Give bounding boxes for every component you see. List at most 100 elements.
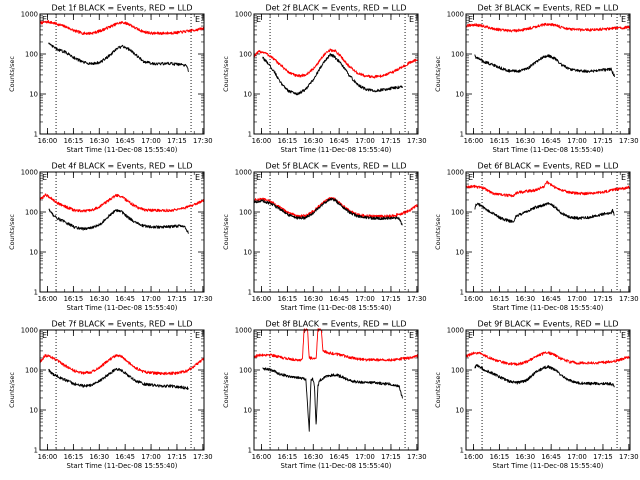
x-tick-label: 17:30 <box>619 295 639 303</box>
edge-marker-right: E <box>409 331 414 340</box>
x-tick-label: 17:15 <box>381 295 401 303</box>
events-series-line <box>474 364 615 388</box>
y-tick-label: 100 <box>239 208 252 216</box>
y-tick-label: 1000 <box>235 10 252 18</box>
plot-frame <box>39 171 205 293</box>
x-tick-label: 17:15 <box>381 137 401 145</box>
y-tick-label: 1000 <box>21 326 38 334</box>
detector-panel-7: Det 7f BLACK = Events, RED = LLD 1 10 100 10… <box>8 320 213 471</box>
y-tick-label: 1 <box>460 446 464 454</box>
plot-frame <box>465 329 631 451</box>
panel-title: Det 1f BLACK = Events, RED = LLD <box>51 4 192 13</box>
x-axis-label: Start Time (11-Dec-08 15:55:40) <box>67 462 178 470</box>
y-tick-label: 100 <box>451 208 464 216</box>
x-tick-label: 16:15 <box>278 453 298 461</box>
y-tick-label: 10 <box>455 248 464 256</box>
x-tick-label: 16:15 <box>278 137 298 145</box>
y-tick-label: 1 <box>248 446 252 454</box>
x-tick-label: 16:30 <box>303 295 323 303</box>
events-series-line <box>262 53 403 96</box>
y-tick-label: 10 <box>455 406 464 414</box>
x-tick-label: 17:15 <box>167 453 187 461</box>
y-tick-label: 1000 <box>447 168 464 176</box>
edge-marker-right: E <box>195 173 200 182</box>
x-tick-label: 16:00 <box>464 295 484 303</box>
x-axis-label: Start Time (11-Dec-08 15:55:40) <box>281 304 392 312</box>
events-series-line <box>48 208 189 234</box>
x-tick-label: 17:30 <box>193 137 213 145</box>
y-axis-label: Counts/sec <box>222 372 230 408</box>
x-tick-label: 16:30 <box>89 295 109 303</box>
lld-series-line <box>39 20 205 36</box>
x-tick-label: 16:15 <box>64 137 84 145</box>
x-tick-label: 17:30 <box>407 295 427 303</box>
edge-marker-right: E <box>621 15 626 24</box>
x-axis-label: Start Time (11-Dec-08 15:55:40) <box>281 462 392 470</box>
x-tick-label: 17:30 <box>193 295 213 303</box>
edge-marker-right: E <box>195 15 200 24</box>
y-axis-label: Counts/sec <box>8 214 16 250</box>
plot-frame <box>39 13 205 135</box>
edge-marker-right: E <box>409 173 414 182</box>
events-series-line <box>262 367 403 432</box>
x-tick-label: 17:00 <box>567 453 587 461</box>
x-tick-label: 16:30 <box>303 137 323 145</box>
panel-title: Det 4f BLACK = Events, RED = LLD <box>51 162 192 171</box>
x-tick-label: 16:15 <box>490 295 510 303</box>
edge-marker-left: E <box>256 331 261 340</box>
edge-marker-right: E <box>621 331 626 340</box>
x-tick-label: 16:45 <box>541 295 561 303</box>
y-axis-label: Counts/sec <box>8 372 16 408</box>
x-tick-label: 16:15 <box>278 295 298 303</box>
events-series-line <box>474 54 615 78</box>
x-tick-label: 16:15 <box>490 137 510 145</box>
y-tick-label: 1 <box>248 288 252 296</box>
y-tick-label: 10 <box>29 248 38 256</box>
edge-marker-left: E <box>42 15 47 24</box>
edge-marker-left: E <box>42 331 47 340</box>
y-tick-label: 1000 <box>235 168 252 176</box>
x-tick-label: 16:30 <box>89 453 109 461</box>
y-tick-label: 1000 <box>21 10 38 18</box>
x-tick-label: 17:15 <box>593 295 613 303</box>
x-tick-label: 17:00 <box>141 137 161 145</box>
plot-frame <box>39 329 205 451</box>
y-axis-label: Counts/sec <box>222 56 230 92</box>
x-tick-label: 16:45 <box>329 295 349 303</box>
detector-panel-9: Det 9f BLACK = Events, RED = LLD 1 10 100 10… <box>434 320 639 471</box>
x-tick-label: 16:15 <box>490 453 510 461</box>
panel-title: Det 9f BLACK = Events, RED = LLD <box>477 320 618 329</box>
detector-panel-3: Det 3f BLACK = Events, RED = LLD 1 10 100 10… <box>434 4 639 155</box>
panel-title: Det 7f BLACK = Events, RED = LLD <box>51 320 192 329</box>
x-tick-label: 16:15 <box>64 453 84 461</box>
y-tick-label: 1 <box>34 446 38 454</box>
x-tick-label: 17:15 <box>593 453 613 461</box>
x-tick-label: 17:00 <box>141 295 161 303</box>
x-tick-label: 17:30 <box>619 137 639 145</box>
x-tick-label: 16:30 <box>515 453 535 461</box>
x-tick-label: 17:00 <box>567 295 587 303</box>
x-tick-label: 16:00 <box>464 137 484 145</box>
detector-panel-8: Det 8f BLACK = Events, RED = LLD 1 10 100 10… <box>222 320 427 471</box>
lld-series-line <box>465 180 631 198</box>
lld-series-line <box>253 48 418 79</box>
edge-marker-left: E <box>42 173 47 182</box>
y-tick-label: 1000 <box>447 326 464 334</box>
y-axis-label: Counts/sec <box>222 214 230 250</box>
y-tick-label: 10 <box>29 90 38 98</box>
x-tick-label: 17:00 <box>355 137 375 145</box>
x-tick-label: 16:00 <box>38 137 58 145</box>
x-tick-label: 16:30 <box>303 453 323 461</box>
y-axis-label: Counts/sec <box>434 372 442 408</box>
x-tick-label: 16:30 <box>515 137 535 145</box>
y-tick-label: 1 <box>460 288 464 296</box>
x-tick-label: 16:30 <box>515 295 535 303</box>
lld-series-line <box>465 351 631 366</box>
y-tick-label: 1 <box>34 288 38 296</box>
y-tick-label: 100 <box>25 208 38 216</box>
plot-frame <box>253 13 419 135</box>
x-tick-label: 16:45 <box>115 137 135 145</box>
panel-title: Det 3f BLACK = Events, RED = LLD <box>477 4 618 13</box>
x-tick-label: 17:30 <box>407 453 427 461</box>
